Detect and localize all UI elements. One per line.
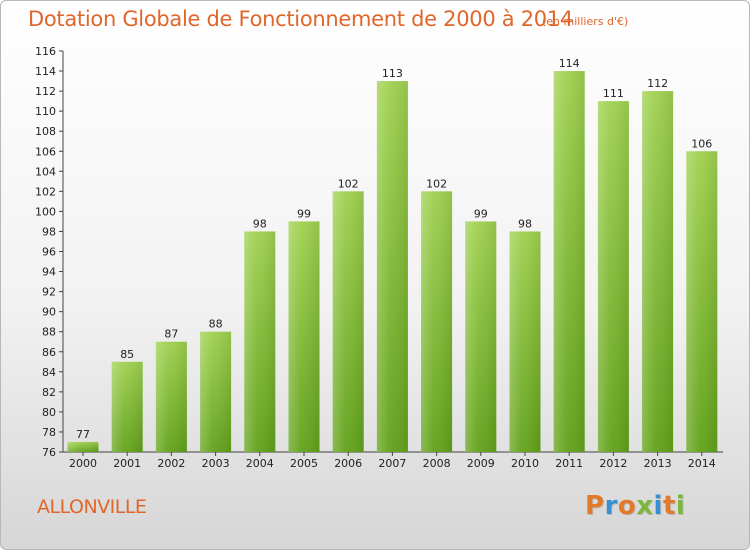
y-tick-label: 114 [35, 65, 56, 78]
bar-shade [509, 231, 541, 452]
bar-value-label: 112 [647, 77, 668, 90]
bar-value-label: 111 [603, 87, 624, 100]
bar-value-label: 98 [253, 217, 267, 230]
y-tick-label: 106 [35, 145, 56, 158]
bar-shade [686, 151, 718, 452]
bar-value-label: 77 [76, 428, 90, 441]
logo-letter: o [617, 491, 637, 521]
logo-letter: r [604, 491, 618, 521]
y-tick-label: 82 [42, 386, 56, 399]
x-tick-label: 2014 [688, 457, 716, 470]
bar-value-label: 99 [474, 207, 488, 220]
bar-shade [288, 221, 320, 452]
bar-value-label: 102 [338, 177, 359, 190]
y-tick-label: 92 [42, 286, 56, 299]
x-tick-label: 2006 [334, 457, 362, 470]
bar-value-label: 87 [164, 328, 178, 341]
y-tick-label: 94 [42, 266, 56, 279]
bar-value-label: 98 [518, 217, 532, 230]
logo-letter: t [662, 491, 676, 521]
x-tick-label: 2008 [423, 457, 451, 470]
y-tick-label: 116 [35, 45, 56, 58]
x-tick-label: 2000 [69, 457, 97, 470]
chart-title: Dotation Globale de Fonctionnement de 20… [28, 7, 573, 31]
logo-letter: P [585, 491, 605, 521]
y-tick-label: 88 [42, 326, 56, 339]
x-tick-label: 2009 [467, 457, 495, 470]
x-tick-label: 2010 [511, 457, 539, 470]
logo-letter: x [636, 491, 654, 521]
y-tick-label: 112 [35, 85, 56, 98]
y-tick-label: 98 [42, 225, 56, 238]
bar-shade [67, 441, 99, 452]
bar-shade [332, 191, 364, 452]
x-tick-label: 2005 [290, 457, 318, 470]
x-tick-label: 2013 [644, 457, 672, 470]
y-tick-label: 110 [35, 105, 56, 118]
bar-value-label: 88 [209, 318, 223, 331]
y-tick-label: 96 [42, 246, 56, 259]
bar-shade [200, 331, 232, 452]
bar-value-label: 106 [691, 137, 712, 150]
bar-shade [111, 361, 143, 452]
bar-value-label: 99 [297, 207, 311, 220]
y-tick-label: 76 [42, 446, 56, 459]
bar-value-label: 113 [382, 67, 403, 80]
bar-value-label: 85 [120, 348, 134, 361]
proxiti-logo: Proxiti [585, 491, 685, 521]
y-tick-label: 84 [42, 366, 56, 379]
y-tick-label: 104 [35, 165, 56, 178]
logo-letter: i [675, 491, 686, 521]
bar-shade [597, 101, 629, 452]
bar-shade [155, 341, 187, 452]
y-tick-label: 90 [42, 306, 56, 319]
x-tick-label: 2007 [378, 457, 406, 470]
bar-shade [642, 91, 674, 452]
chart-subtitle: (en milliers d'€) [542, 15, 629, 28]
x-tick-label: 2001 [113, 457, 141, 470]
commune-name: ALLONVILLE [37, 496, 147, 518]
bars: 77 85 87 88 98 99 102 113 102 99 98 114 111 112 106 [67, 57, 718, 453]
bar-value-label: 102 [426, 177, 447, 190]
y-axis-ticks: 76 78 80 82 84 86 88 90 92 94 96 98 100 102 104 106 108 1… [35, 45, 63, 459]
x-axis-ticks: 2000 2001 2002 2003 2004 2005 2006 2007 2008 2009… [69, 452, 716, 470]
bar-shade [376, 81, 408, 452]
y-tick-label: 78 [42, 426, 56, 439]
x-tick-label: 2002 [157, 457, 185, 470]
bar-shade [553, 71, 585, 453]
x-tick-label: 2003 [202, 457, 230, 470]
x-tick-label: 2004 [246, 457, 274, 470]
y-tick-label: 108 [35, 125, 56, 138]
bar-shade [421, 191, 453, 452]
x-tick-label: 2011 [555, 457, 583, 470]
x-tick-label: 2012 [599, 457, 627, 470]
logo-letter: i [653, 491, 663, 521]
y-tick-label: 86 [42, 346, 56, 359]
y-tick-label: 100 [35, 205, 56, 218]
y-tick-label: 80 [42, 406, 56, 419]
bar-value-label: 114 [559, 57, 580, 70]
y-tick-label: 102 [35, 185, 56, 198]
bar-shade [465, 221, 497, 452]
bar-shade [244, 231, 276, 452]
